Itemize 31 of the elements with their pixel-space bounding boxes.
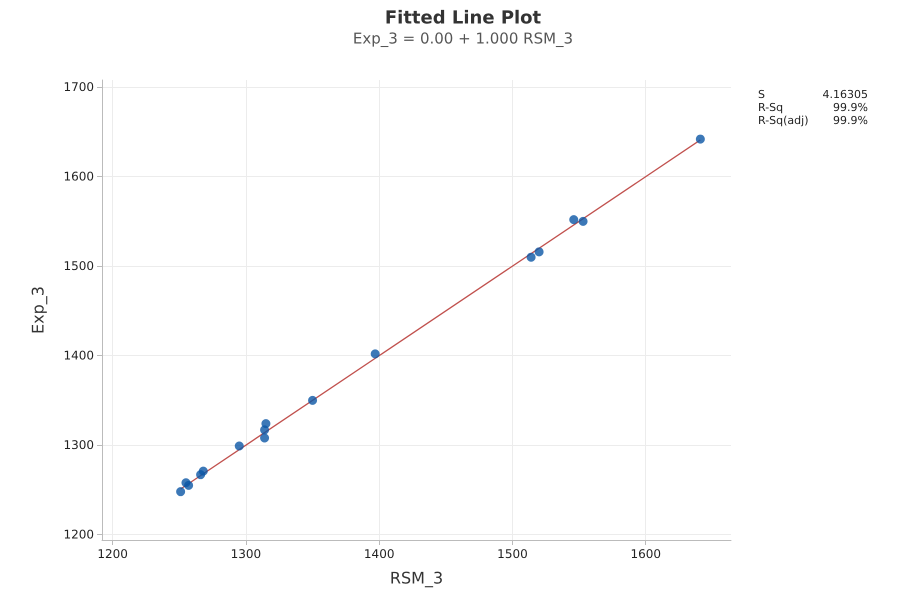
y-tick-label: 1600 <box>63 170 94 184</box>
point <box>526 252 536 262</box>
chart-subtitle: Exp_3 = 0.00 + 1.000 RSM_3 <box>352 30 574 48</box>
x-tick-label: 1600 <box>630 547 661 561</box>
chart-title: Fitted Line Plot <box>384 8 542 28</box>
point <box>370 349 380 358</box>
point <box>569 215 578 224</box>
x-tick-label: 1300 <box>230 547 262 561</box>
text: R-Sq(adj) 99.9% <box>758 114 868 127</box>
text: R-Sq 99.9% <box>758 101 868 114</box>
text: S 4.16305 <box>758 88 868 101</box>
point <box>308 396 318 405</box>
x-tick-label: 1400 <box>364 547 394 561</box>
y-tick-label: 1500 <box>63 259 94 274</box>
x-tick-label: 1200 <box>97 547 128 561</box>
point <box>696 134 705 144</box>
y-tick-label: 1400 <box>63 348 94 363</box>
y-tick-label: 1300 <box>63 438 94 452</box>
point <box>261 419 270 428</box>
x-axis-title: RSM_3 <box>390 568 444 588</box>
point <box>260 433 270 442</box>
y-tick-label: 1700 <box>63 80 94 94</box>
y-axis-title: Exp_3 <box>28 286 48 334</box>
point <box>176 487 186 496</box>
point <box>234 442 244 451</box>
y-tick-label: 1200 <box>63 528 94 542</box>
x-tick-label: 1500 <box>497 547 528 561</box>
point <box>534 247 544 256</box>
point <box>578 216 588 226</box>
point <box>198 466 208 476</box>
point <box>184 480 194 490</box>
